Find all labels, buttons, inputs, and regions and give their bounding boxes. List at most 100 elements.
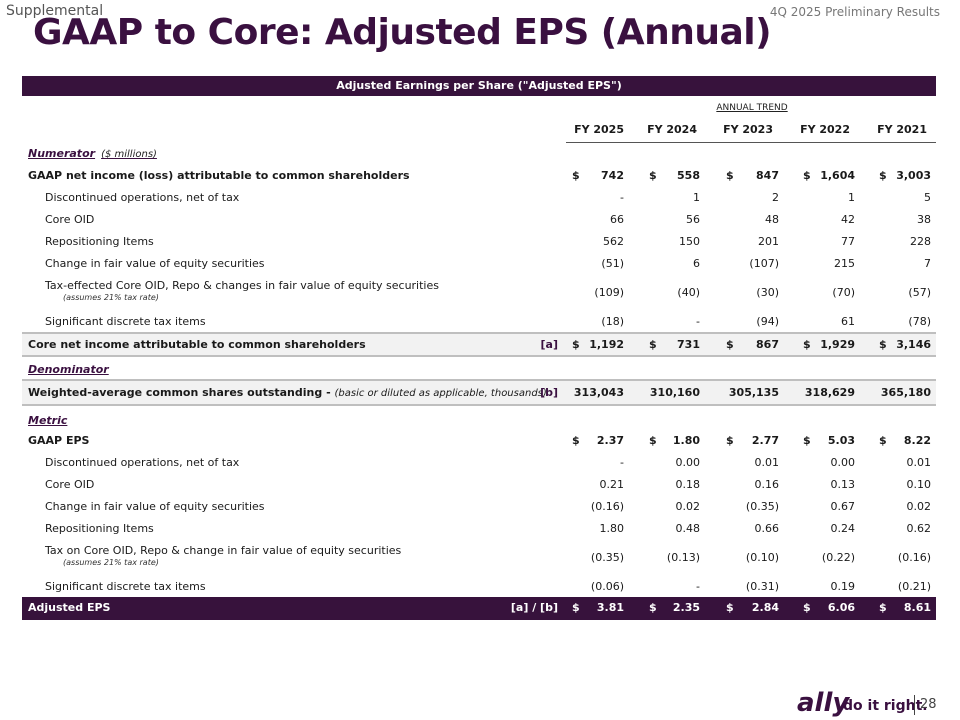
value-cell: (0.10) [745, 551, 779, 564]
table-row: GAAP EPS $2.37 $1.80 $2.77 $5.03 $8.22 [22, 430, 936, 452]
currency-symbol: $ [649, 434, 657, 447]
value-cell: 0.67 [830, 500, 856, 513]
value-cell: (57) [908, 286, 931, 299]
value-cell: 215 [834, 257, 855, 270]
value-cell: 2.84 [751, 601, 779, 614]
value-cell: (70) [832, 286, 855, 299]
table-row: Tax on Core OID, Repo & change in fair v… [22, 540, 936, 576]
value-cell: 0.00 [675, 456, 701, 469]
value-cell: (51) [601, 257, 624, 270]
value-cell: 2.37 [596, 434, 624, 447]
row-label: Adjusted EPS [28, 601, 111, 614]
value-cell: 38 [917, 213, 931, 226]
currency-symbol: $ [803, 601, 811, 614]
value-cell: 1 [693, 191, 700, 204]
row-tag: [a] / [b] [510, 601, 558, 614]
row-label: Repositioning Items [45, 235, 154, 248]
page-number: 28 [920, 697, 937, 712]
value-cell: 6.06 [827, 601, 855, 614]
value-cell: 305,135 [728, 386, 779, 399]
value-cell: 0.16 [754, 478, 780, 491]
table-row: Discontinued operations, net of tax - 0.00… [22, 452, 936, 474]
value-cell: 1.80 [599, 522, 625, 535]
table-row: Change in fair value of equity securitie… [22, 253, 936, 275]
value-cell: 847 [756, 169, 779, 182]
value-cell: 0.02 [675, 500, 701, 513]
denominator-heading: Denominator [28, 363, 109, 376]
table-row: Core OID 0.21 0.18 0.16 0.13 0.10 [22, 474, 936, 496]
row-label: Tax-effected Core OID, Repo & changes in… [45, 279, 439, 292]
row-tag: [a] [540, 338, 558, 351]
currency-symbol: $ [572, 601, 580, 614]
row-tag: [b] [540, 386, 558, 399]
value-cell: 66 [610, 213, 624, 226]
value-cell: 201 [758, 235, 779, 248]
value-cell: (107) [749, 257, 779, 270]
metric-heading: Metric [28, 414, 68, 427]
currency-symbol: $ [879, 338, 887, 351]
value-cell: 0.13 [830, 478, 856, 491]
value-cell: 77 [841, 235, 855, 248]
currency-symbol: $ [879, 601, 887, 614]
value-cell: 0.01 [754, 456, 780, 469]
currency-symbol: $ [726, 434, 734, 447]
value-cell: (0.21) [897, 580, 931, 593]
currency-symbol: $ [572, 434, 580, 447]
value-cell: 3,146 [896, 338, 931, 351]
row-label: Core net income attributable to common s… [28, 338, 366, 351]
value-cell: 2.35 [672, 601, 700, 614]
ally-logo: ally [797, 688, 850, 718]
value-cell: 48 [765, 213, 779, 226]
table-row: Discontinued operations, net of tax - 1 2 1 5 [22, 187, 936, 209]
col-header-fy2024: FY 2024 [647, 123, 697, 136]
value-cell: 2.77 [751, 434, 779, 447]
value-cell: 1,192 [589, 338, 624, 351]
core-net-income-row: Core net income attributable to common s… [22, 332, 936, 357]
currency-symbol: $ [803, 169, 811, 182]
value-cell: (40) [677, 286, 700, 299]
value-cell: (18) [601, 315, 624, 328]
supplemental-label: Supplemental [6, 3, 104, 19]
value-cell: 0.24 [830, 522, 856, 535]
value-cell: 1,604 [820, 169, 855, 182]
value-cell: 0.48 [675, 522, 701, 535]
value-cell: 313,043 [573, 386, 624, 399]
annual-trend-label: ANNUAL TREND [716, 103, 788, 113]
value-cell: 0.10 [906, 478, 932, 491]
table-row: Core OID 66 56 48 42 38 [22, 209, 936, 231]
table-row: Repositioning Items 1.80 0.48 0.66 0.24 0.62 [22, 518, 936, 540]
numerator-heading: Numerator ($ millions) [28, 147, 157, 160]
currency-symbol: $ [649, 338, 657, 351]
value-cell: 0.21 [599, 478, 625, 491]
currency-symbol: $ [879, 169, 887, 182]
numerator-units: ($ millions) [101, 149, 157, 160]
row-label: Change in fair value of equity securitie… [45, 500, 265, 513]
value-cell: 61 [841, 315, 855, 328]
value-cell: (78) [908, 315, 931, 328]
shares-outstanding-row: Weighted-average common shares outstandi… [22, 379, 936, 406]
currency-symbol: $ [726, 338, 734, 351]
row-label: Discontinued operations, net of tax [45, 456, 240, 469]
row-label: Core OID [45, 213, 95, 226]
value-cell: 731 [677, 338, 700, 351]
value-cell: (30) [756, 286, 779, 299]
currency-symbol: $ [572, 338, 580, 351]
value-cell: 3,003 [896, 169, 931, 182]
footer-divider [914, 695, 915, 715]
value-cell: 365,180 [880, 386, 931, 399]
value-cell: 558 [677, 169, 700, 182]
row-label: Discontinued operations, net of tax [45, 191, 240, 204]
row-label: GAAP net income (loss) attributable to c… [28, 169, 410, 182]
row-label: Core OID [45, 478, 95, 491]
value-cell: (94) [756, 315, 779, 328]
row-note: (assumes 21% tax rate) [63, 293, 159, 302]
value-cell: 0.01 [906, 456, 932, 469]
value-cell: (0.22) [821, 551, 855, 564]
table-row: Repositioning Items 562 150 201 77 228 [22, 231, 936, 253]
value-cell: 0.66 [754, 522, 780, 535]
row-label: Significant discrete tax items [45, 315, 206, 328]
value-cell: 0.19 [830, 580, 856, 593]
value-cell: 742 [601, 169, 624, 182]
value-cell: 318,629 [804, 386, 855, 399]
value-cell: 56 [686, 213, 700, 226]
